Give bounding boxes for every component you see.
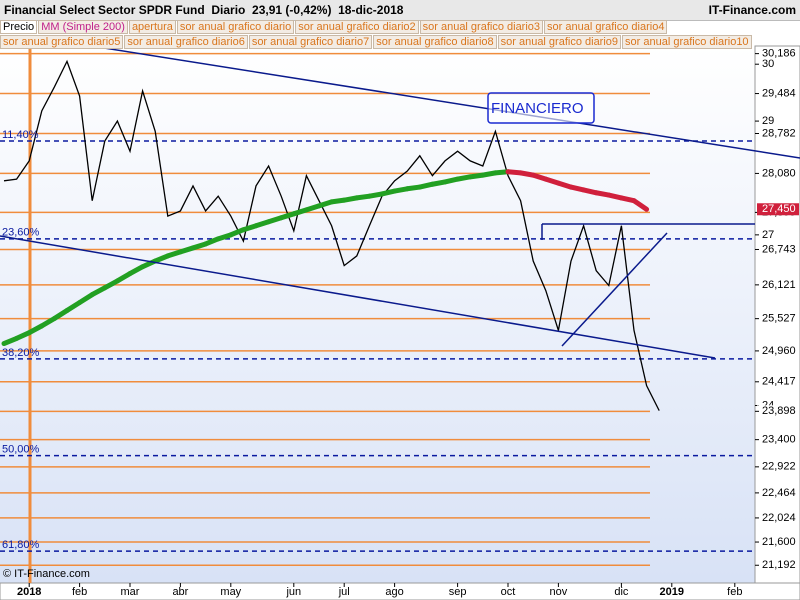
y-tick-label: 30 — [762, 58, 774, 70]
x-tick-label: feb — [727, 586, 742, 598]
title: Financial Select Sector SPDR Fund Diario… — [4, 3, 404, 17]
fib-label: 38,20% — [2, 347, 40, 359]
x-tick-label: nov — [550, 586, 568, 598]
trend-lines — [0, 44, 800, 359]
header: Financial Select Sector SPDR Fund Diario… — [0, 0, 800, 21]
level-label: 21,600 — [762, 536, 796, 548]
level-label: 22,922 — [762, 461, 796, 473]
legend-tab[interactable]: Precio — [0, 20, 38, 34]
x-tick-label: may — [220, 586, 241, 598]
level-label: 25,527 — [762, 313, 796, 325]
legend-tab[interactable]: sor anual grafico diario10 — [622, 35, 752, 49]
fib-label: 23,60% — [2, 227, 40, 239]
x-tick-label: sep — [449, 586, 467, 598]
series-layer — [0, 52, 755, 567]
level-label: 28,782 — [762, 127, 796, 139]
level-label: 26,743 — [762, 243, 796, 255]
level-label: 24,960 — [762, 345, 796, 357]
level-label: 29,484 — [762, 87, 796, 99]
price-line — [3, 59, 660, 411]
x-tick-label: 2018 — [17, 586, 41, 598]
level-label-bg — [757, 278, 799, 291]
y-tick-label: 29 — [762, 115, 774, 127]
level-label-bg — [757, 559, 799, 572]
legend-tab[interactable]: sor anual grafico diario2 — [295, 20, 419, 34]
level-label-bg — [757, 47, 799, 60]
ma-last-label: 27,450 — [762, 203, 796, 215]
indicator-tabs: Precio MM (Simple 200) apertura sor anual g… — [0, 20, 760, 49]
legend-tab[interactable]: sor anual grafico diario9 — [497, 35, 622, 49]
x-tick-label: jul — [338, 586, 350, 598]
level-label: 21,192 — [762, 559, 796, 571]
legend-tab[interactable]: sor anual grafico diario6 — [124, 35, 248, 49]
ma-segment — [631, 198, 650, 212]
annotation: FINANCIERO — [491, 100, 584, 117]
annotation-box — [487, 92, 595, 124]
level-label-bg — [757, 344, 799, 357]
level-label-bg — [757, 167, 799, 180]
fib-label: 61,80% — [2, 539, 40, 551]
level-label-bg — [757, 127, 799, 140]
x-tick-label: feb — [72, 586, 87, 598]
trend-line — [561, 232, 668, 347]
level-label: 28,080 — [762, 167, 796, 179]
watermark: © IT-Finance.com — [3, 568, 90, 580]
x-tick-label: ago — [385, 586, 403, 598]
time-axis — [0, 582, 800, 600]
legend-tab[interactable]: sor anual grafico diario8 — [373, 35, 497, 49]
level-label-bg — [757, 375, 799, 388]
legend-tab[interactable]: sor anual grafico diario3 — [419, 20, 544, 34]
level-label: 23,400 — [762, 434, 796, 446]
level-label-bg — [757, 536, 799, 549]
fib-label: 50,00% — [2, 443, 40, 455]
trend-line — [84, 44, 800, 159]
ma-last-label-bg — [757, 203, 799, 216]
x-tick-label: dic — [614, 586, 629, 598]
x-tick-label: mar — [121, 586, 140, 598]
level-label-bg — [757, 433, 799, 446]
legend-tab[interactable]: MM (Simple 200) — [38, 20, 128, 34]
level-label: 24,417 — [762, 376, 796, 388]
legend-tab[interactable]: apertura — [128, 20, 176, 34]
level-label-bg — [757, 87, 799, 100]
level-label: 26,121 — [762, 279, 796, 291]
x-tick-label: oct — [501, 586, 516, 598]
trend-line — [0, 235, 716, 359]
legend-tab[interactable]: sor anual grafico diario — [176, 20, 295, 34]
x-tick-label: jun — [285, 586, 301, 598]
level-label: 22,024 — [762, 512, 796, 524]
x-tick-label: abr — [172, 586, 188, 598]
level-label: 22,464 — [762, 487, 796, 499]
level-label: 23,898 — [762, 405, 796, 417]
level-label: 30,186 — [762, 48, 796, 60]
level-label-bg — [757, 243, 799, 256]
legend-tab[interactable]: sor anual grafico diario7 — [248, 35, 373, 49]
y-tick-label: 27 — [762, 229, 774, 241]
legend-tab[interactable]: sor anual grafico diario4 — [544, 20, 668, 34]
level-label-bg — [757, 312, 799, 325]
level-label-bg — [757, 405, 799, 418]
level-label-bg — [757, 460, 799, 473]
x-tick-label: 2019 — [660, 586, 684, 598]
source: IT-Finance.com — [708, 3, 796, 17]
legend-tab[interactable]: sor anual grafico diario5 — [0, 35, 124, 49]
level-label-bg — [757, 511, 799, 524]
fib-label: 11,40% — [2, 129, 39, 141]
level-label-bg — [757, 486, 799, 499]
